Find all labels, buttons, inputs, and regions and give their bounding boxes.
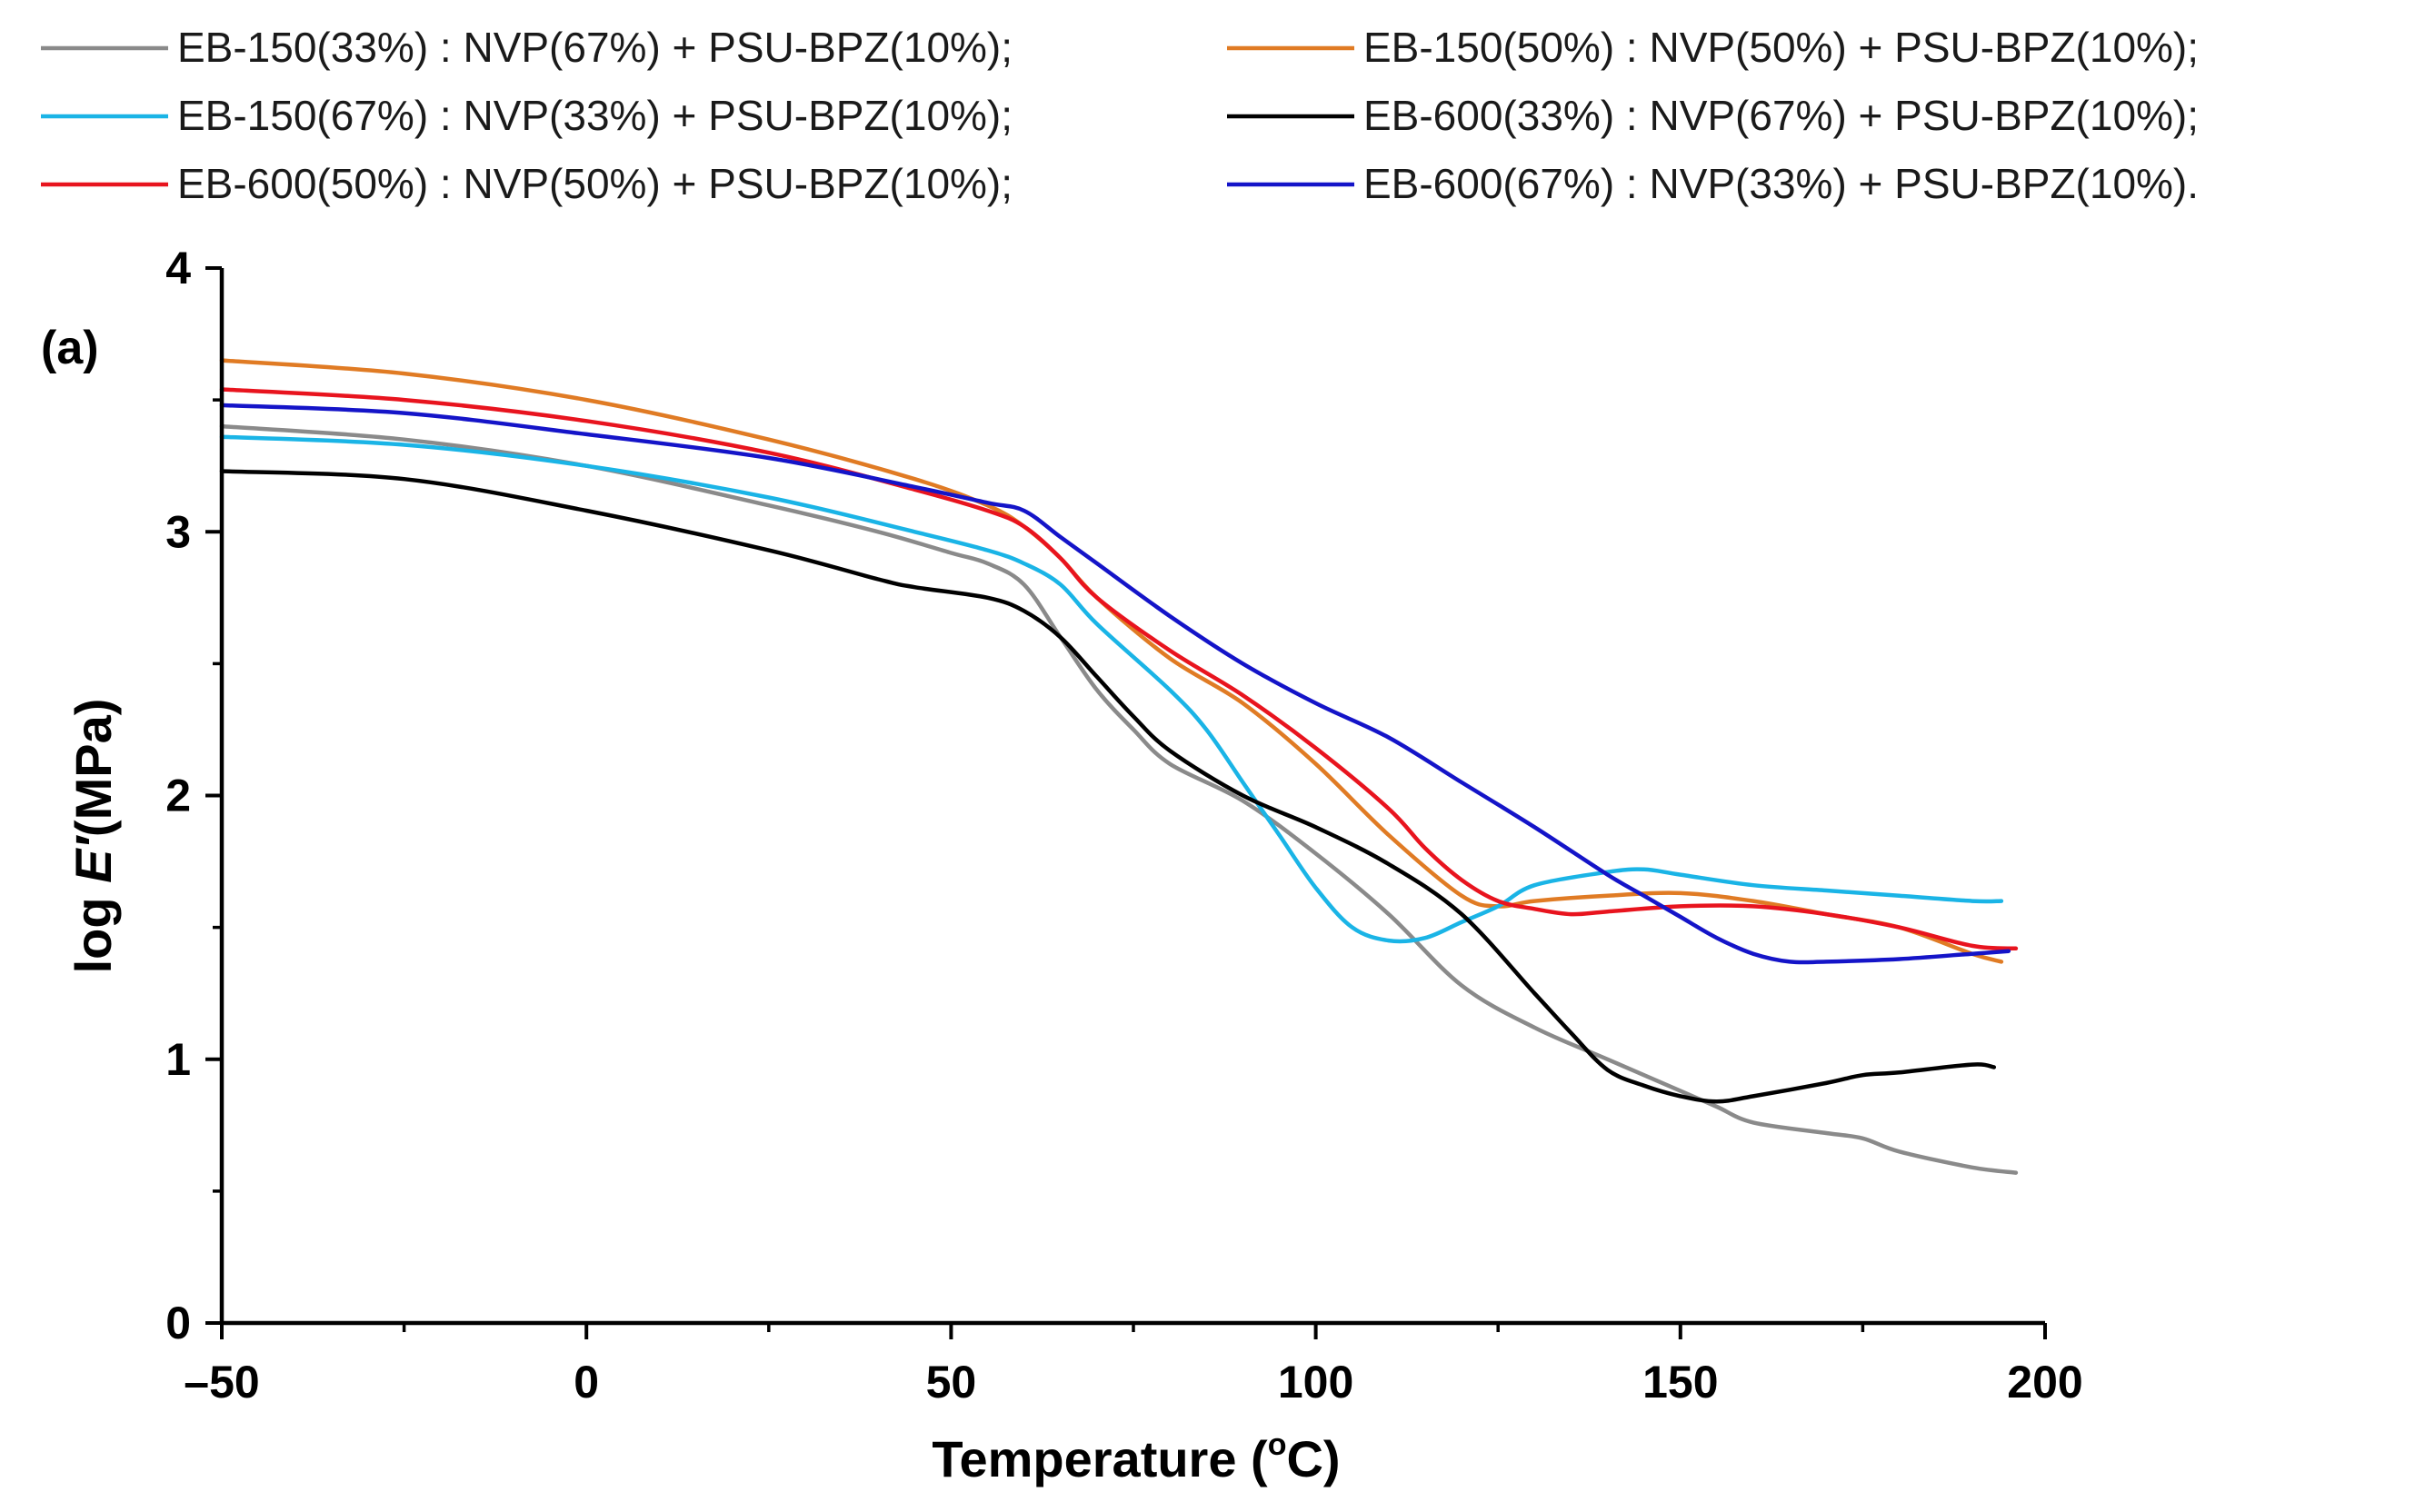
y-tick-label: 4 — [165, 243, 191, 293]
panel-label: (a) — [41, 322, 99, 374]
y-axis-title-suffix: (MPa) — [65, 699, 122, 837]
x-axis-title: Temperature (oC) — [932, 1427, 1340, 1487]
x-axis-title-main: Temperature ( — [932, 1430, 1268, 1487]
x-axis-title-degree: o — [1268, 1427, 1287, 1462]
x-tick-label: 150 — [1642, 1357, 1718, 1408]
x-tick-label: –50 — [184, 1357, 259, 1408]
y-tick-label: 0 — [165, 1298, 191, 1348]
series-line-2 — [219, 358, 2004, 964]
x-tick-label: 200 — [2007, 1357, 2082, 1408]
y-tick-label: 1 — [165, 1034, 191, 1085]
legend-label-3: EB-150(67%) : NVP(33%) + PSU-BPZ(10%); — [177, 92, 1013, 139]
series-group — [219, 358, 2019, 1175]
y-axis-title-prefix: log — [65, 883, 122, 974]
x-axis-title-unit: C) — [1286, 1430, 1340, 1487]
series-line-5 — [219, 387, 2019, 951]
y-axis-title: log E′(MPa) — [65, 699, 122, 974]
y-axis-title-italic: E′ — [65, 835, 122, 883]
series-line-6 — [219, 403, 2011, 965]
y-ticks: 0 1 2 3 4 — [165, 243, 222, 1348]
legend-label-5: EB-600(50%) : NVP(50%) + PSU-BPZ(10%); — [177, 160, 1013, 207]
x-tick-label: 0 — [574, 1357, 599, 1408]
legend-label-2: EB-150(50%) : NVP(50%) + PSU-BPZ(10%); — [1363, 24, 2199, 71]
legend-label-1: EB-150(33%) : NVP(67%) + PSU-BPZ(10%); — [177, 24, 1013, 71]
x-ticks: –50 0 50 100 150 200 — [184, 1323, 2083, 1408]
series-line-3 — [219, 434, 2004, 944]
x-tick-label: 100 — [1278, 1357, 1353, 1408]
x-tick-label: 50 — [926, 1357, 977, 1408]
y-tick-label: 3 — [165, 506, 191, 557]
series-line-4 — [219, 469, 1997, 1104]
legend-label-4: EB-600(33%) : NVP(67%) + PSU-BPZ(10%); — [1363, 92, 2199, 139]
legend: EB-150(33%) : NVP(67%) + PSU-BPZ(10%); EB… — [41, 24, 2199, 207]
y-tick-label: 2 — [165, 771, 191, 821]
legend-label-6: EB-600(67%) : NVP(33%) + PSU-BPZ(10%). — [1363, 160, 2199, 207]
series-line-1 — [219, 423, 2019, 1175]
